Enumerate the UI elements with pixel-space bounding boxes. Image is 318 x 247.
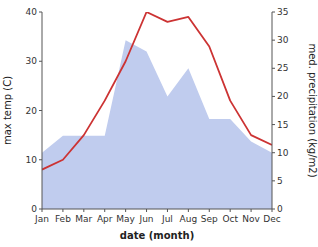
x-tick-label: Feb — [55, 214, 71, 224]
x-tick — [188, 209, 189, 212]
y2-tick — [272, 68, 275, 69]
plot-area — [42, 12, 272, 209]
y2-tick — [272, 96, 275, 97]
x-tick — [125, 209, 126, 212]
x-axis-line — [42, 209, 272, 210]
x-tick — [167, 209, 168, 212]
y2-tick-label: 5 — [277, 176, 283, 186]
x-tick-label: Aug — [180, 214, 198, 224]
y-tick-label: 10 — [26, 155, 38, 165]
y2-tick-label: 15 — [277, 120, 288, 130]
y2-axis-label: med. precipitation (kg/m2) — [307, 43, 318, 177]
x-tick-label: Nov — [242, 214, 260, 224]
y-tick — [39, 12, 42, 13]
x-tick — [209, 209, 210, 212]
y-tick-label: 30 — [26, 56, 38, 66]
x-tick-label: Sep — [201, 214, 218, 224]
x-tick-label: May — [116, 214, 135, 224]
y-tick-label: 20 — [26, 106, 38, 116]
y-tick — [39, 209, 42, 210]
y2-tick — [272, 209, 275, 210]
x-tick-label: Jan — [34, 214, 49, 224]
y2-axis-line — [272, 12, 273, 209]
chart-svg: JanFebMarAprMayJunJulAugSepOctNovDec0102… — [0, 0, 318, 247]
y2-tick — [272, 180, 275, 181]
chart-container: JanFebMarAprMayJunJulAugSepOctNovDec0102… — [0, 0, 318, 247]
x-tick-label: Dec — [263, 214, 280, 224]
x-tick — [146, 209, 147, 212]
x-tick-label: Mar — [75, 214, 92, 224]
area — [42, 40, 272, 209]
x-tick-label: Apr — [97, 214, 113, 224]
x-tick — [104, 209, 105, 212]
x-axis-label: date (month) — [120, 230, 194, 241]
y-axis-label: max temp (C) — [2, 76, 13, 145]
y-tick-label: 0 — [31, 204, 37, 214]
y-tick — [39, 61, 42, 62]
x-tick-label: Jun — [139, 214, 154, 224]
x-tick-label: Oct — [222, 214, 238, 224]
y2-tick-label: 20 — [277, 91, 289, 101]
y2-tick — [272, 124, 275, 125]
x-tick — [83, 209, 84, 212]
y2-tick-label: 25 — [277, 63, 288, 73]
y2-tick-label: 10 — [277, 148, 289, 158]
y2-tick — [272, 152, 275, 153]
y-tick — [39, 110, 42, 111]
y2-tick-label: 30 — [277, 35, 289, 45]
line — [42, 12, 272, 170]
x-tick — [251, 209, 252, 212]
y2-tick-label: 35 — [277, 7, 288, 17]
y2-tick — [272, 40, 275, 41]
x-tick — [230, 209, 231, 212]
y2-tick-label: 0 — [277, 204, 283, 214]
x-tick — [62, 209, 63, 212]
y-tick-label: 40 — [26, 7, 38, 17]
x-tick-label: Jul — [161, 214, 173, 224]
y2-tick — [272, 12, 275, 13]
y-tick — [39, 159, 42, 160]
